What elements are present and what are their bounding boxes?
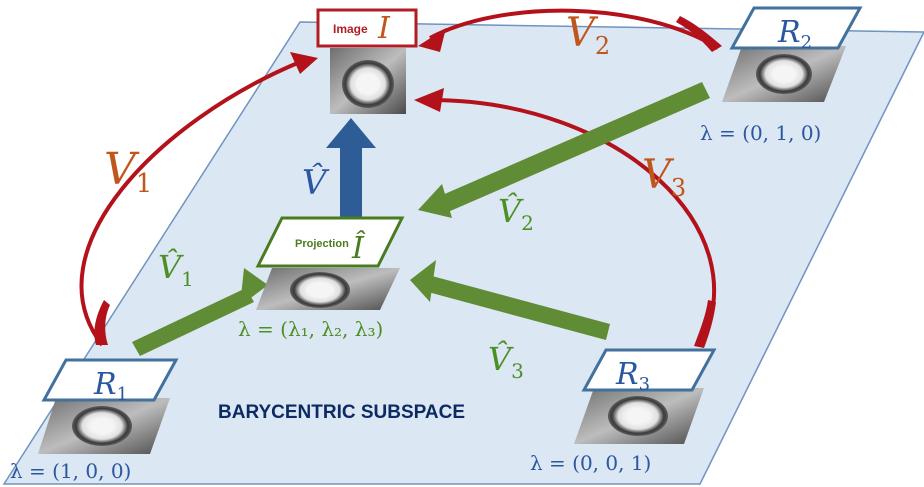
r1-symbol-sub: 1: [117, 384, 128, 405]
v2-label: V2: [566, 10, 610, 60]
r3-frame: [581, 348, 717, 392]
projection-frame: [255, 216, 405, 268]
r1-symbol: R1: [93, 367, 128, 405]
r2-symbol: R2: [777, 15, 812, 53]
vhat1-label: V̂1: [158, 248, 194, 291]
vhat1-label-letter: V̂: [158, 248, 184, 286]
arrowhead-vhat: [326, 118, 376, 148]
vhat3-label-letter: V̂: [488, 340, 514, 378]
image-frame: [316, 8, 418, 48]
vhat2-label-letter: V̂: [498, 192, 524, 230]
r1-symbol-letter: R: [93, 367, 117, 402]
image-tag: Image: [333, 22, 368, 36]
projection-lambda: λ = (λ₁, λ₂, λ₃): [238, 317, 383, 341]
arrowhead-v3: [414, 88, 444, 112]
v2-label-letter: V: [566, 10, 599, 56]
arrowhead-vhat3: [410, 260, 436, 302]
arrow-r3-to-projection: [428, 276, 610, 340]
r2-lambda: λ = (0, 1, 0): [700, 121, 821, 145]
r2-frame: [729, 6, 863, 50]
arrowhead-vhat1: [240, 268, 268, 306]
v3-label: V3: [642, 152, 686, 202]
vhat3-label-sub: 3: [511, 359, 524, 383]
r3-thumbnail: [574, 388, 704, 444]
v1-label-letter: V: [104, 144, 140, 195]
image-thumbnail: [330, 48, 406, 114]
v1-label: V1: [104, 144, 152, 199]
arc-r1-thick-base: [94, 300, 110, 345]
arrowhead-v2: [418, 28, 446, 52]
arrow-r2-to-projection: [440, 82, 710, 212]
vhat2-label-sub: 2: [521, 211, 534, 235]
r3-symbol-sub: 3: [639, 374, 650, 395]
arc-r1-to-image: [79, 60, 301, 347]
r2-thumbnail: [722, 46, 846, 102]
v1-label-sub: 1: [136, 169, 153, 199]
r2-symbol-sub: 2: [801, 32, 812, 53]
image-symbol: I: [377, 11, 391, 46]
arrowhead-vhat2: [418, 184, 452, 218]
v3-label-sub: 3: [671, 174, 686, 202]
plane-label: BARYCENTRIC SUBSPACE: [218, 402, 465, 423]
r1-lambda: λ = (1, 0, 0): [10, 459, 131, 483]
r2-symbol-letter: R: [777, 15, 801, 50]
projection-tag: Projection: [295, 238, 349, 250]
vhat1-label-sub: 1: [181, 267, 194, 291]
projection-thumbnail: [256, 268, 400, 310]
r1-frame: [41, 358, 179, 402]
arc-r3-to-image: [429, 98, 716, 347]
arrow-r1-to-projection: [132, 288, 254, 356]
r1-thumbnail: [38, 398, 170, 454]
vhat-label: V̂: [302, 162, 330, 203]
arc-r2-thick-base: [676, 16, 722, 52]
v3-label-letter: V: [642, 152, 675, 198]
projection-symbol: Î: [351, 230, 366, 266]
r3-lambda: λ = (0, 0, 1): [530, 451, 651, 475]
arrowhead-v1: [290, 52, 318, 74]
arc-r2-to-image: [429, 8, 720, 50]
v2-label-sub: 2: [595, 32, 610, 60]
r3-symbol-letter: R: [615, 357, 639, 392]
arc-r3-thick-base: [694, 300, 716, 348]
r3-symbol: R3: [615, 357, 650, 395]
vhat2-label: V̂2: [498, 192, 534, 235]
vhat3-label: V̂3: [488, 340, 524, 383]
